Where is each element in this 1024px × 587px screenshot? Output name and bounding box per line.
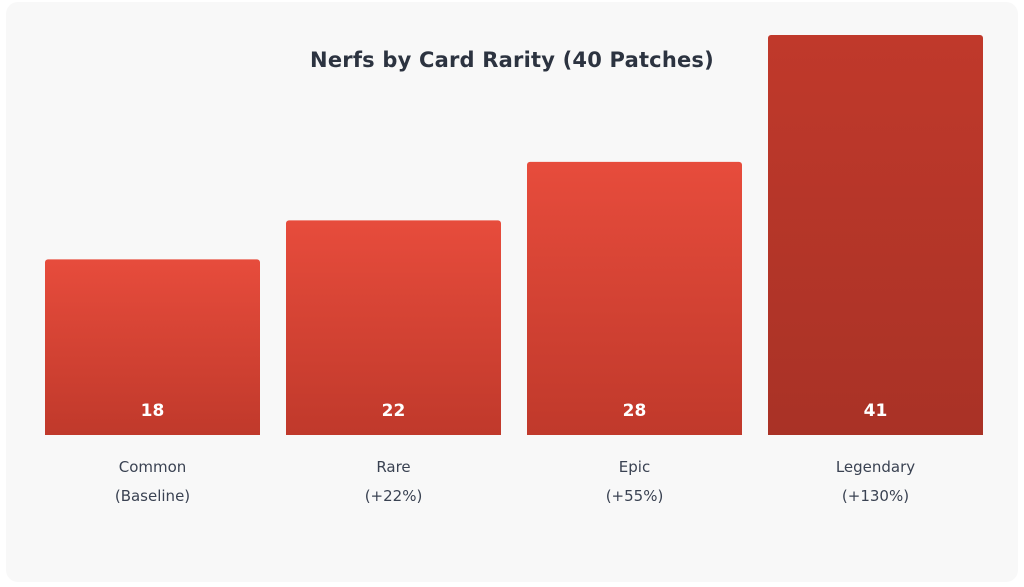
category-label-epic: Epic (619, 458, 650, 476)
category-sublabel-rare: (+22%) (365, 487, 423, 505)
bar-value-epic: 28 (623, 401, 647, 421)
bar-legendary (768, 35, 983, 435)
bar-base-common (45, 431, 260, 435)
category-label-common: Common (119, 458, 187, 476)
bar-base-legendary (768, 431, 983, 435)
category-label-legendary: Legendary (836, 458, 915, 476)
bar-epic (527, 161, 742, 435)
bar-value-common: 18 (141, 401, 165, 421)
bar-common (45, 259, 260, 435)
bar-rare (286, 220, 501, 435)
chart-title: Nerfs by Card Rarity (40 Patches) (310, 48, 714, 72)
category-sublabel-epic: (+55%) (606, 487, 664, 505)
category-sublabel-legendary: (+130%) (842, 487, 909, 505)
bar-value-rare: 22 (382, 401, 406, 421)
bar-value-legendary: 41 (864, 401, 888, 421)
bar-base-rare (286, 431, 501, 435)
bar-base-epic (527, 431, 742, 435)
category-label-rare: Rare (376, 458, 410, 476)
bars-group: 18 22 28 41 (45, 35, 983, 435)
category-labels-group: Common (Baseline) Rare (+22%) Epic (+55%) Lege… (115, 458, 915, 505)
category-sublabel-common: (Baseline) (115, 487, 190, 505)
